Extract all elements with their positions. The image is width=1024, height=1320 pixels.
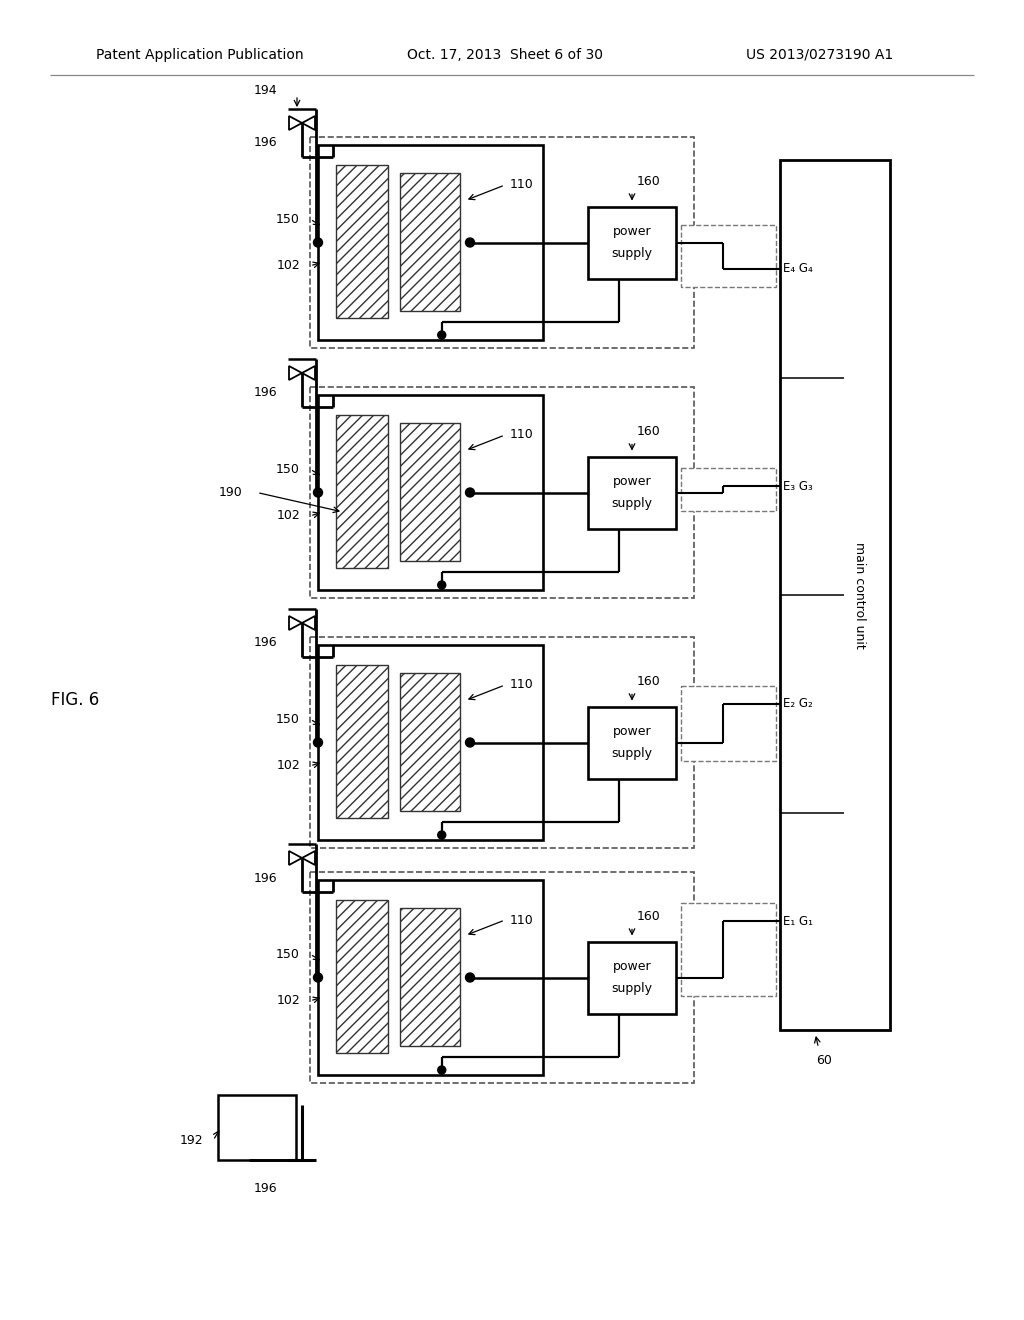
Polygon shape <box>289 366 302 380</box>
Bar <box>318 880 543 1074</box>
Text: FIG. 6: FIG. 6 <box>51 690 99 709</box>
Text: US 2013/0273190 A1: US 2013/0273190 A1 <box>746 48 894 62</box>
Text: 160: 160 <box>637 176 660 187</box>
Polygon shape <box>289 851 302 865</box>
Circle shape <box>437 581 445 589</box>
Text: supply: supply <box>611 982 652 995</box>
Polygon shape <box>302 616 315 630</box>
Bar <box>310 638 694 847</box>
Bar <box>681 469 776 511</box>
Circle shape <box>313 488 323 498</box>
Text: 110: 110 <box>510 678 534 692</box>
Text: 102: 102 <box>276 510 300 523</box>
Bar <box>588 941 676 1014</box>
Circle shape <box>437 832 445 840</box>
Text: 102: 102 <box>276 994 300 1007</box>
Text: 196: 196 <box>253 1181 278 1195</box>
Bar <box>310 137 694 348</box>
Text: supply: supply <box>611 747 652 760</box>
Circle shape <box>313 738 323 747</box>
Bar <box>588 457 676 528</box>
Bar <box>318 645 543 840</box>
Text: E₄ G₄: E₄ G₄ <box>783 263 813 276</box>
Text: 160: 160 <box>637 425 660 438</box>
Text: 110: 110 <box>510 429 534 441</box>
Bar <box>336 900 388 1053</box>
Text: E₁ G₁: E₁ G₁ <box>783 915 813 928</box>
Text: 192: 192 <box>179 1134 203 1147</box>
Text: 150: 150 <box>276 462 300 475</box>
Bar <box>780 160 890 1030</box>
Text: 160: 160 <box>637 909 660 923</box>
Text: 150: 150 <box>276 713 300 726</box>
Bar <box>400 422 460 561</box>
Text: power: power <box>612 475 651 488</box>
Bar <box>336 665 388 818</box>
Polygon shape <box>302 116 315 129</box>
Circle shape <box>313 973 323 982</box>
Polygon shape <box>302 851 315 865</box>
Bar <box>318 145 543 341</box>
Text: E₃ G₃: E₃ G₃ <box>783 479 813 492</box>
Polygon shape <box>289 616 302 630</box>
Bar <box>336 414 388 568</box>
Bar <box>310 387 694 598</box>
Bar <box>681 224 776 286</box>
Text: 196: 196 <box>253 871 278 884</box>
Circle shape <box>466 973 474 982</box>
Text: 150: 150 <box>276 948 300 961</box>
Circle shape <box>313 238 323 247</box>
Text: main control unit: main control unit <box>853 541 865 648</box>
Text: supply: supply <box>611 496 652 510</box>
Circle shape <box>437 331 445 339</box>
Bar <box>400 173 460 312</box>
Bar <box>218 1096 296 1160</box>
Circle shape <box>466 488 474 498</box>
Bar <box>336 165 388 318</box>
Text: 196: 196 <box>253 136 278 149</box>
Text: supply: supply <box>611 247 652 260</box>
Bar <box>318 395 543 590</box>
Text: power: power <box>612 960 651 973</box>
Circle shape <box>437 1067 445 1074</box>
Text: E₂ G₂: E₂ G₂ <box>783 697 813 710</box>
Text: 150: 150 <box>276 213 300 226</box>
Text: Patent Application Publication: Patent Application Publication <box>96 48 304 62</box>
Text: 110: 110 <box>510 178 534 191</box>
Bar <box>588 206 676 279</box>
Bar <box>588 706 676 779</box>
Circle shape <box>466 238 474 247</box>
Text: 102: 102 <box>276 759 300 772</box>
Polygon shape <box>289 116 302 129</box>
Text: 196: 196 <box>253 387 278 400</box>
Bar <box>681 903 776 995</box>
Text: Oct. 17, 2013  Sheet 6 of 30: Oct. 17, 2013 Sheet 6 of 30 <box>407 48 603 62</box>
Bar <box>400 908 460 1045</box>
Text: 110: 110 <box>510 913 534 927</box>
Text: 102: 102 <box>276 260 300 272</box>
Text: 196: 196 <box>253 636 278 649</box>
Text: 190: 190 <box>218 486 242 499</box>
Text: 194: 194 <box>253 83 278 96</box>
Bar <box>400 673 460 810</box>
Polygon shape <box>302 366 315 380</box>
Bar <box>310 873 694 1082</box>
Bar <box>681 686 776 760</box>
Text: power: power <box>612 725 651 738</box>
Text: power: power <box>612 226 651 238</box>
Text: 160: 160 <box>637 675 660 688</box>
Circle shape <box>466 738 474 747</box>
Text: 60: 60 <box>816 1053 831 1067</box>
